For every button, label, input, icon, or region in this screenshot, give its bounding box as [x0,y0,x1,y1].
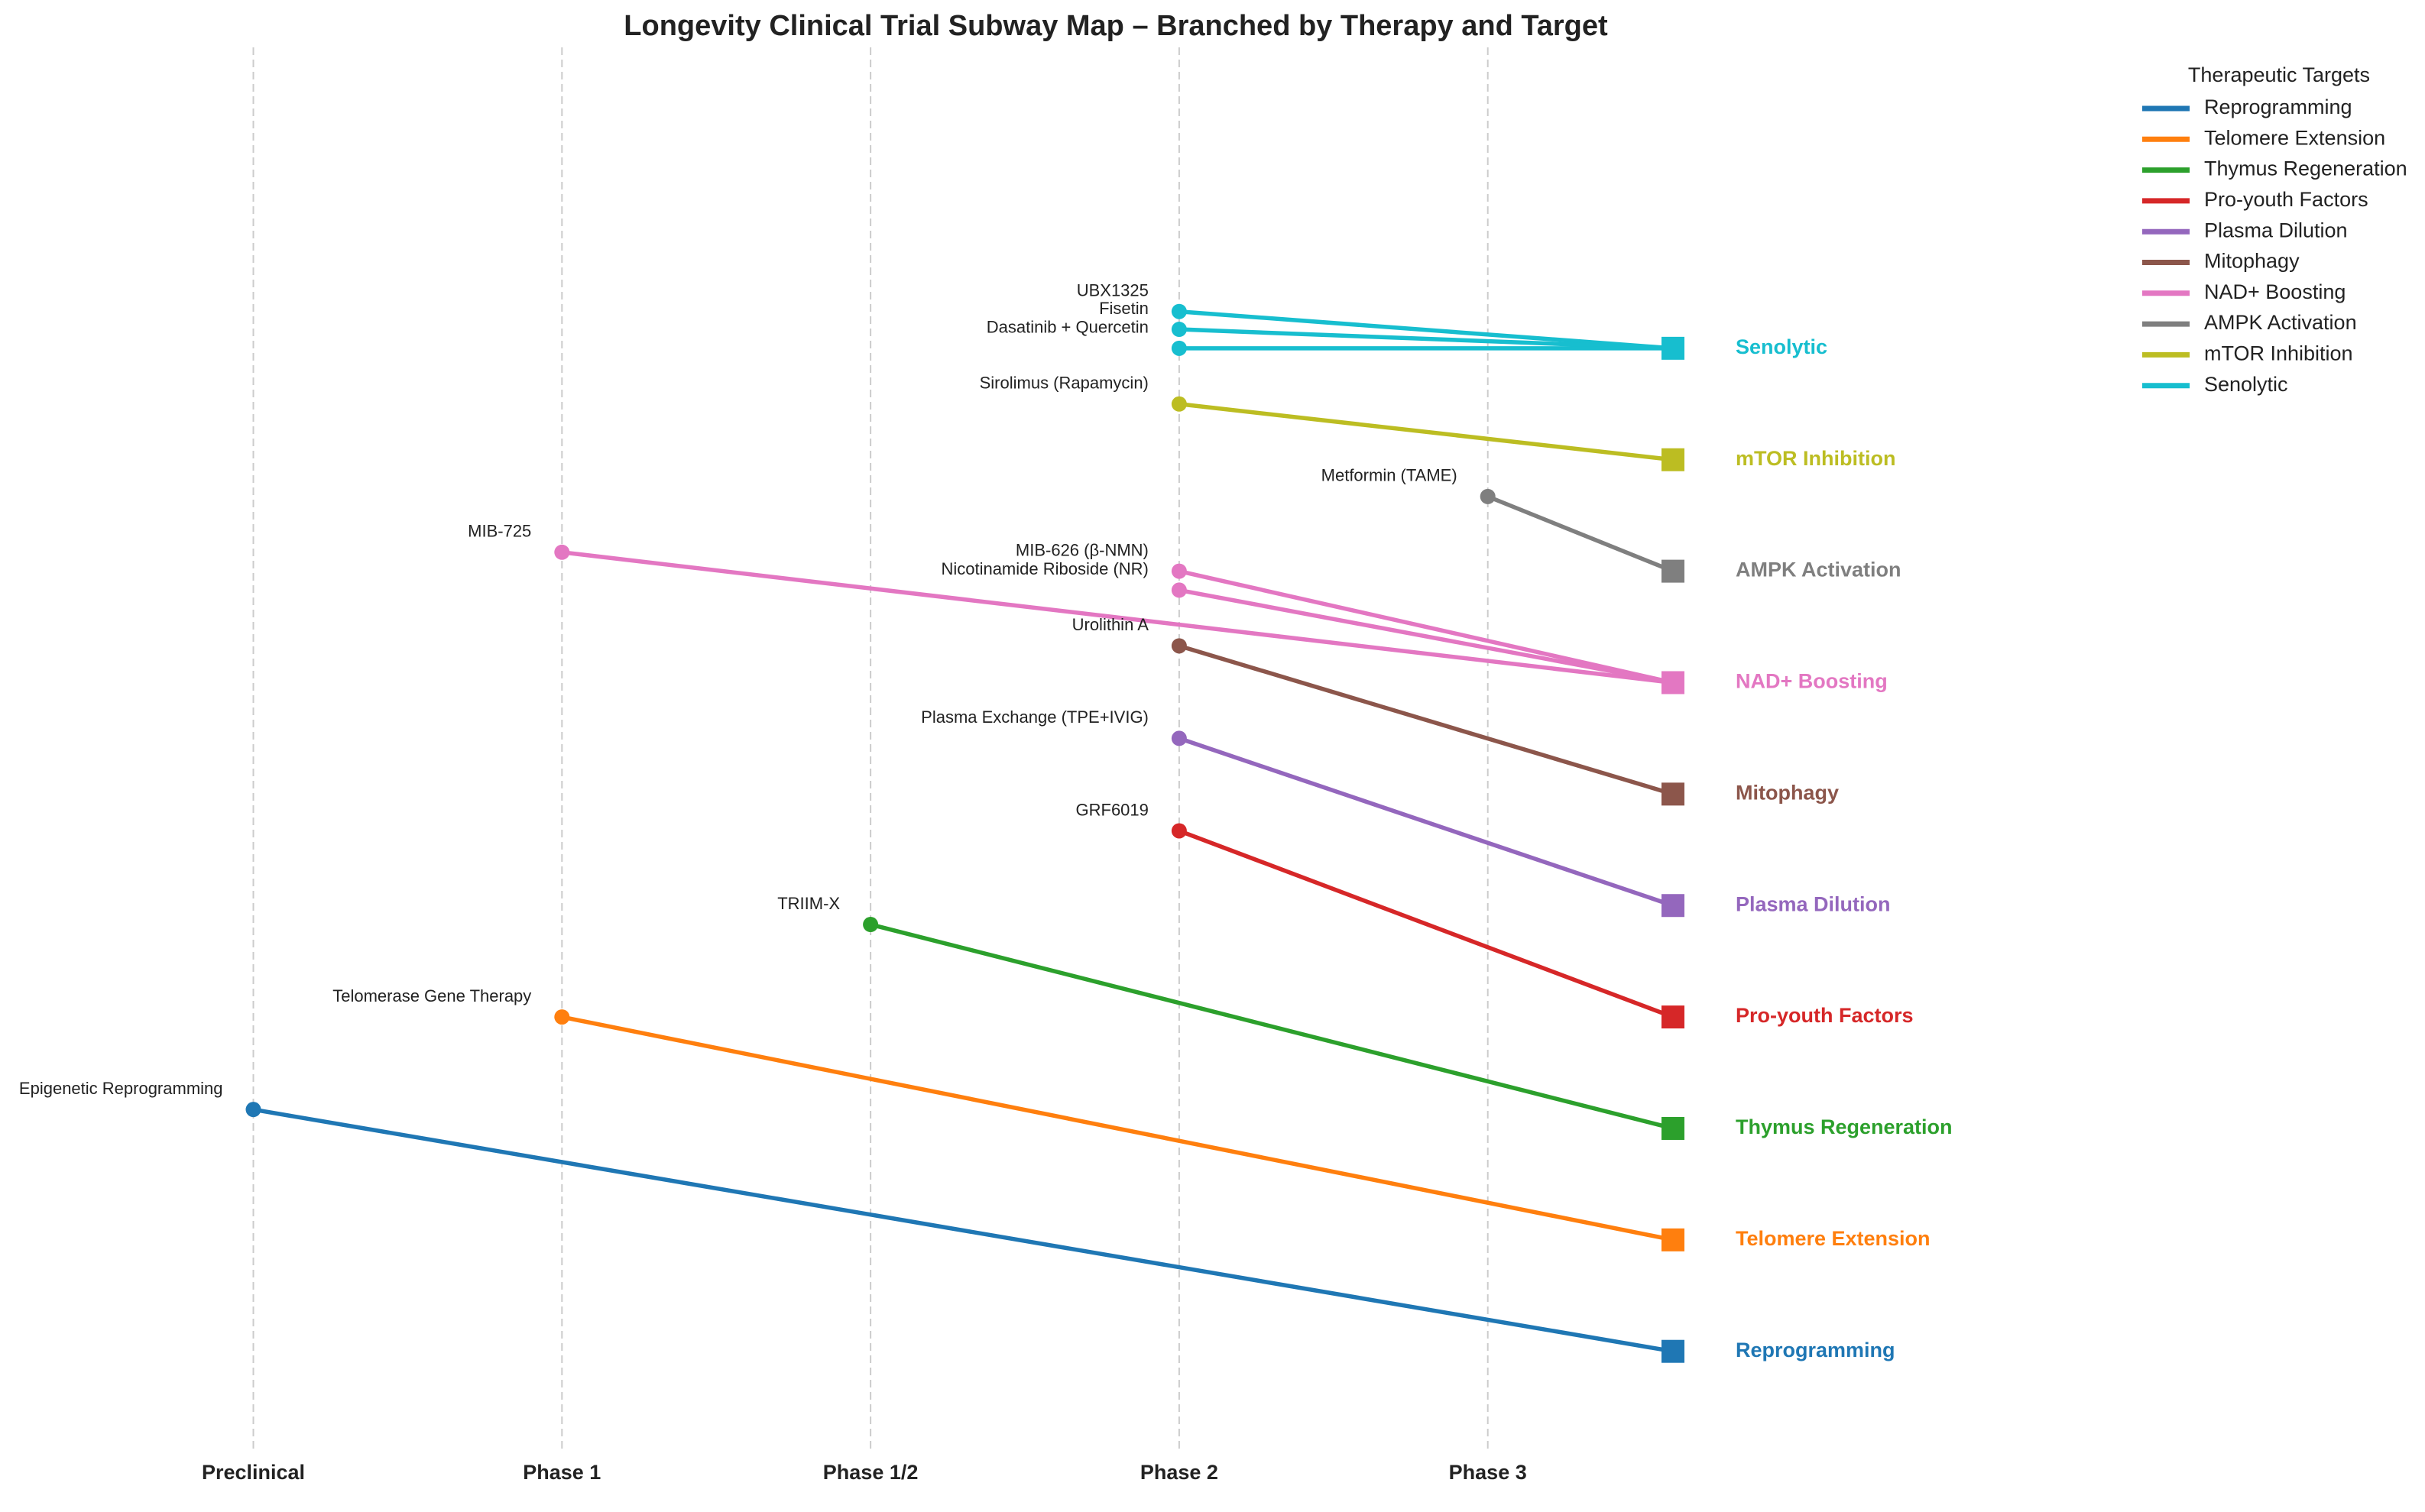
legend-label: AMPK Activation [2204,311,2357,334]
terminal-label: Thymus Regeneration [1736,1115,1953,1138]
terminal-label: AMPK Activation [1736,559,1901,581]
branch-line [1178,402,1674,462]
branch-line [1178,568,1674,685]
trial-node [245,1102,261,1118]
terminal-label: mTOR Inhibition [1736,447,1895,470]
grid [252,47,1489,1452]
trial-label: MIB-626 (β-NMN) [1016,540,1149,559]
branch-line [1178,588,1674,685]
legend-title: Therapeutic Targets [2188,63,2370,86]
x-tick-label: Phase 2 [1140,1461,1218,1484]
trial-node [1171,823,1187,839]
trial-node [1480,488,1496,504]
terminal [1661,1228,1684,1251]
trial-label: Epigenetic Reprogramming [19,1079,223,1098]
terminal-label: Pro-youth Factors [1736,1004,1914,1027]
terminal [1661,671,1684,694]
x-tick-label: Preclinical [202,1461,305,1484]
legend-label: Reprogramming [2204,96,2352,118]
trial-label: Metformin (TAME) [1321,466,1457,485]
trial-node [1171,396,1187,412]
terminal-label: Telomere Extension [1736,1227,1931,1250]
terminal [1661,894,1684,918]
trial-node [863,917,879,933]
branch-line [1178,736,1674,908]
trial-node [1171,582,1187,598]
legend-label: Pro-youth Factors [2204,188,2368,211]
trial-node [1171,303,1187,319]
branch-line [561,550,1674,685]
trial-label: Telomerase Gene Therapy [332,986,531,1005]
branch-line [1178,643,1674,796]
legend-label: Plasma Dilution [2204,219,2348,241]
branch-line [1178,327,1674,351]
trial-label: GRF6019 [1076,800,1149,819]
branch-line [1178,309,1674,351]
trial-label: MIB-725 [468,522,531,541]
trial-node [1171,730,1187,746]
legend-label: NAD+ Boosting [2204,280,2346,303]
trial-label: Fisetin [1099,299,1149,318]
branch-line [1486,494,1674,574]
trial-label: Nicotinamide Riboside (NR) [941,559,1148,578]
x-tick-label: Phase 1/2 [823,1461,919,1484]
terminal-label: NAD+ Boosting [1736,670,1888,693]
x-tick-label: Phase 1 [523,1461,601,1484]
trial-label: Plasma Exchange (TPE+IVIG) [921,707,1149,727]
trial-label: Sirolimus (Rapamycin) [980,374,1149,393]
legend-label: Thymus Regeneration [2204,157,2407,180]
branch-line [1178,828,1674,1019]
trial-node [1171,638,1187,654]
chart-title: Longevity Clinical Trial Subway Map – Br… [624,10,1608,42]
terminal [1661,559,1684,583]
legend-label: Senolytic [2204,373,2288,396]
trial-node [1171,340,1187,356]
trial-node [554,1009,570,1025]
terminal-label: Senolytic [1736,335,1827,358]
terminal [1661,448,1684,471]
legend-label: Telomere Extension [2204,126,2385,149]
trial-label: TRIIM-X [777,894,840,913]
terminal [1661,1339,1684,1363]
terminal-label: Plasma Dilution [1736,892,1891,915]
terminal [1661,336,1684,360]
trial-node [554,544,570,560]
trial-label: Dasatinib + Quercetin [987,318,1149,337]
legend-label: Mitophagy [2204,250,2300,273]
trial-node [1171,322,1187,338]
trial-label: UBX1325 [1077,281,1149,300]
branch-line [561,1015,1674,1242]
nodes [245,303,1684,1363]
branch-line [870,922,1674,1131]
x-tick-label: Phase 3 [1449,1461,1527,1484]
terminal-label: Reprogramming [1736,1339,1895,1361]
branch-line [253,1107,1674,1354]
terminal [1661,782,1684,806]
trial-node [1171,563,1187,579]
legend-label: mTOR Inhibition [2204,342,2353,365]
terminal-label: Mitophagy [1736,781,1839,804]
lines [253,309,1674,1354]
trial-label: Urolithin A [1072,615,1149,634]
terminal [1661,1116,1684,1140]
terminal [1661,1005,1684,1029]
